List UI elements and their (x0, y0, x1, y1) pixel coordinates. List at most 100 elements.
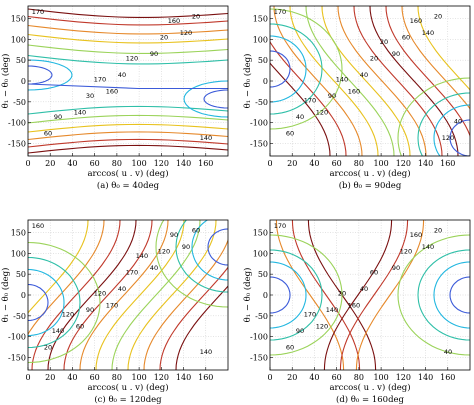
contour-160 (63, 220, 153, 370)
contour-140 (355, 220, 425, 370)
contour-170 (47, 220, 137, 370)
contour-90 (28, 114, 228, 124)
x-tick-label: 80 (354, 159, 364, 168)
contour-label: 140 (52, 327, 64, 335)
y-tick-label: -50 (13, 98, 26, 107)
contour-170 (28, 8, 228, 18)
panel-d: 1701601401209060402014012090604020160170… (242, 219, 471, 405)
contour-label: 120 (158, 248, 170, 256)
contour-label: 120 (316, 109, 328, 117)
panel-caption: (b) θ₀ = 90deg (339, 180, 402, 191)
contour-90 (270, 8, 343, 130)
panel-caption: (c) θ₀ = 120deg (94, 394, 162, 405)
contour-label: 20 (44, 344, 52, 352)
y-tick-label: -150 (8, 140, 26, 149)
contour-label: 20 (160, 34, 168, 42)
contour-label: 60 (76, 323, 84, 331)
contour-60 (28, 105, 228, 115)
y-tick-label: -100 (250, 119, 268, 128)
contour-90 (155, 220, 228, 308)
contour-40 (28, 59, 73, 91)
contour-label: 90 (182, 243, 190, 251)
x-tick-label: 20 (287, 373, 297, 382)
x-axis-label: arccos( u . v) (deg) (329, 382, 410, 393)
panel-c: 1601709060402040609012014017014012090120… (0, 219, 229, 405)
contour-label: 160 (32, 222, 44, 230)
x-tick-label: 160 (440, 373, 455, 382)
contour-label: 90 (86, 306, 94, 314)
x-tick-label: 120 (396, 373, 411, 382)
contour-lines (28, 8, 228, 154)
y-tick-label: 0 (21, 77, 26, 86)
contour-label: 40 (444, 348, 452, 356)
contour-120 (289, 6, 379, 156)
x-tick-label: 120 (396, 159, 411, 168)
contour-20 (270, 50, 291, 88)
contour-160 (291, 220, 361, 370)
contour-label: 170 (274, 8, 286, 16)
contour-40 (28, 268, 65, 337)
contour-label: 90 (392, 50, 400, 58)
x-tick-label: 20 (45, 159, 55, 168)
contour-label: 170 (106, 302, 118, 310)
y-tick-label: 0 (21, 291, 26, 300)
contour-label: 140 (200, 134, 212, 142)
contour-90 (397, 77, 470, 156)
contour-label: 40 (454, 118, 462, 126)
contour-label: 90 (296, 327, 304, 335)
contour-160 (28, 15, 228, 26)
y-tick-label: 50 (16, 56, 26, 65)
contour-160 (31, 220, 121, 370)
contour-label: 160 (410, 17, 422, 25)
contour-140 (28, 131, 228, 141)
contour-label: 140 (74, 109, 86, 117)
y-axis-label: θ₁ − θ₀ (deg) (242, 54, 253, 109)
contour-label: 170 (32, 8, 44, 16)
contour-label: 170 (274, 222, 286, 230)
y-tick-label: 100 (253, 249, 268, 258)
contour-label: 20 (338, 290, 346, 298)
contour-label: 120 (94, 290, 106, 298)
contour-label: 20 (380, 38, 388, 46)
contour-160 (385, 6, 470, 138)
y-tick-label: 50 (258, 270, 268, 279)
contour-90 (305, 6, 395, 156)
contour-label: 120 (316, 323, 328, 331)
y-axis-label: θ₁ − θ₀ (deg) (242, 268, 253, 323)
contour-20 (270, 276, 291, 314)
x-tick-label: 60 (332, 159, 342, 168)
y-tick-label: -50 (255, 98, 268, 107)
contour-label: 20 (192, 13, 200, 21)
contour-20 (203, 89, 228, 109)
contour-label: 40 (296, 113, 304, 121)
contour-90 (28, 44, 228, 54)
x-tick-label: 140 (176, 373, 191, 382)
x-tick-label: 160 (198, 373, 213, 382)
contour-140 (79, 220, 169, 370)
contour-lines (28, 220, 228, 370)
x-tick-label: 60 (332, 373, 342, 382)
contour-60 (417, 249, 470, 341)
contour-140 (143, 238, 228, 370)
y-tick-label: -150 (8, 354, 26, 363)
contour-label: 40 (118, 285, 126, 293)
y-tick-label: 150 (11, 15, 26, 24)
x-tick-label: 120 (154, 159, 169, 168)
contour-140 (273, 6, 363, 156)
y-tick-label: -100 (250, 333, 268, 342)
contour-120 (321, 6, 411, 156)
contour-label: 60 (192, 227, 200, 235)
contour-label: 140 (422, 243, 434, 251)
contour-160 (28, 138, 228, 148)
contour-140 (28, 24, 228, 35)
contour-170 (175, 285, 228, 370)
contour-40 (433, 261, 470, 329)
contour-label: 160 (348, 88, 360, 96)
x-tick-label: 120 (154, 373, 169, 382)
contour-label: 20 (370, 55, 378, 63)
y-tick-label: 100 (11, 249, 26, 258)
x-tick-label: 140 (176, 159, 191, 168)
contour-170 (323, 220, 393, 370)
contour-40 (270, 35, 307, 103)
contour-160 (339, 220, 409, 370)
